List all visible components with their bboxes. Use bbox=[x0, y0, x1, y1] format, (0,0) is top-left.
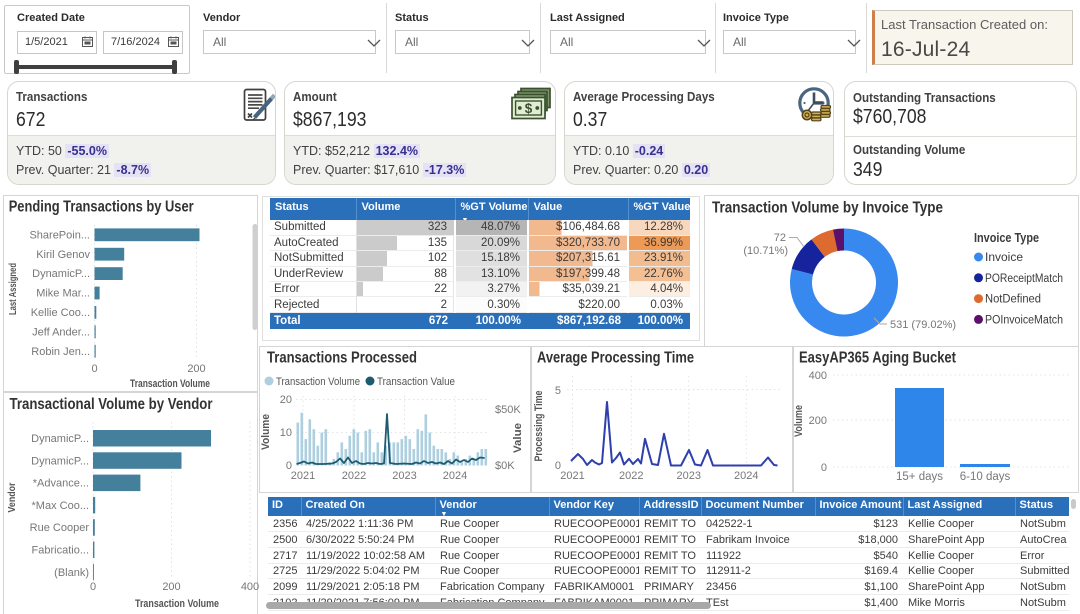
svg-text:EasyAP365 Aging Bucket: EasyAP365 Aging Bucket bbox=[799, 350, 957, 367]
svg-text:POInvoiceMatch: POInvoiceMatch bbox=[985, 314, 1063, 326]
svg-text:2021: 2021 bbox=[560, 470, 584, 482]
svg-text:Fabricatio...: Fabricatio... bbox=[32, 545, 89, 557]
svg-text:6-10 days: 6-10 days bbox=[960, 471, 1011, 483]
svg-text:Transaction Volume: Transaction Volume bbox=[130, 378, 210, 390]
svg-text:400: 400 bbox=[809, 370, 827, 382]
svg-text:200: 200 bbox=[187, 363, 205, 375]
svg-text:Pending Transactions by User: Pending Transactions by User bbox=[9, 199, 194, 216]
svg-text:2022: 2022 bbox=[342, 470, 366, 482]
svg-text:Transaction Volume: Transaction Volume bbox=[135, 598, 219, 610]
svg-text:72: 72 bbox=[774, 232, 786, 244]
svg-text:(10.71%): (10.71%) bbox=[743, 245, 788, 257]
svg-text:Robin Jen...: Robin Jen... bbox=[31, 346, 90, 358]
svg-text:20: 20 bbox=[280, 394, 292, 406]
svg-text:2023: 2023 bbox=[392, 470, 416, 482]
svg-text:DynamicP...: DynamicP... bbox=[32, 268, 90, 280]
svg-text:*Advance...: *Advance... bbox=[33, 478, 89, 490]
svg-text:2022: 2022 bbox=[619, 470, 643, 482]
svg-text:Vendor: Vendor bbox=[6, 483, 18, 513]
svg-text:Kiril Genov: Kiril Genov bbox=[36, 249, 90, 261]
svg-text:POReceiptMatch: POReceiptMatch bbox=[985, 273, 1063, 285]
svg-text:0: 0 bbox=[90, 581, 96, 593]
svg-text:Mike Mar...: Mike Mar... bbox=[36, 288, 90, 300]
svg-text:SharePoin...: SharePoin... bbox=[29, 229, 90, 241]
svg-text:10: 10 bbox=[280, 427, 292, 439]
svg-text:5: 5 bbox=[555, 385, 561, 397]
svg-text:400: 400 bbox=[241, 581, 259, 593]
svg-text:Volume: Volume bbox=[793, 405, 805, 437]
svg-text:Kellie Coo...: Kellie Coo... bbox=[31, 307, 90, 319]
svg-text:Volume: Volume bbox=[260, 414, 272, 450]
svg-text:Transactions Processed: Transactions Processed bbox=[267, 350, 417, 367]
svg-text:2023: 2023 bbox=[677, 470, 701, 482]
svg-text:Invoice: Invoice bbox=[985, 252, 1023, 264]
svg-text:Invoice Type: Invoice Type bbox=[974, 231, 1039, 245]
svg-text:$0K: $0K bbox=[495, 460, 515, 472]
svg-text:DynamicP...: DynamicP... bbox=[31, 455, 89, 467]
svg-text:200: 200 bbox=[162, 581, 180, 593]
svg-text:$: $ bbox=[525, 101, 533, 116]
svg-text:Processing Time: Processing Time bbox=[533, 391, 545, 462]
svg-text:0: 0 bbox=[555, 460, 561, 472]
svg-text:Last Assigned: Last Assigned bbox=[7, 263, 19, 315]
svg-text:Value: Value bbox=[512, 423, 524, 453]
svg-text:Transaction Volume: Transaction Volume bbox=[276, 376, 360, 388]
svg-text:2024: 2024 bbox=[734, 470, 758, 482]
svg-text:Transaction Volume by Invoice: Transaction Volume by Invoice Type bbox=[712, 200, 943, 217]
svg-text:(Blank): (Blank) bbox=[54, 567, 89, 579]
svg-text:Jeff Ander...: Jeff Ander... bbox=[32, 326, 90, 338]
svg-text:NotDefined: NotDefined bbox=[985, 294, 1041, 306]
svg-text:Rue Cooper: Rue Cooper bbox=[30, 522, 90, 534]
svg-text:15+ days: 15+ days bbox=[896, 471, 943, 483]
svg-text:Transactional Volume by Vendor: Transactional Volume by Vendor bbox=[10, 396, 213, 413]
svg-text:*Max Coo...: *Max Coo... bbox=[32, 500, 89, 512]
svg-text:0: 0 bbox=[821, 462, 827, 474]
svg-text:Transaction Value: Transaction Value bbox=[377, 376, 455, 388]
svg-text:$50K: $50K bbox=[495, 404, 521, 416]
svg-text:DynamicP...: DynamicP... bbox=[31, 433, 89, 445]
svg-text:2021: 2021 bbox=[291, 470, 315, 482]
svg-text:531 (79.02%): 531 (79.02%) bbox=[890, 319, 956, 331]
svg-text:200: 200 bbox=[809, 415, 827, 427]
svg-text:Average Processing Time: Average Processing Time bbox=[537, 350, 694, 367]
svg-text:2024: 2024 bbox=[443, 470, 467, 482]
svg-text:0: 0 bbox=[91, 363, 97, 375]
svg-text:0: 0 bbox=[286, 460, 292, 472]
